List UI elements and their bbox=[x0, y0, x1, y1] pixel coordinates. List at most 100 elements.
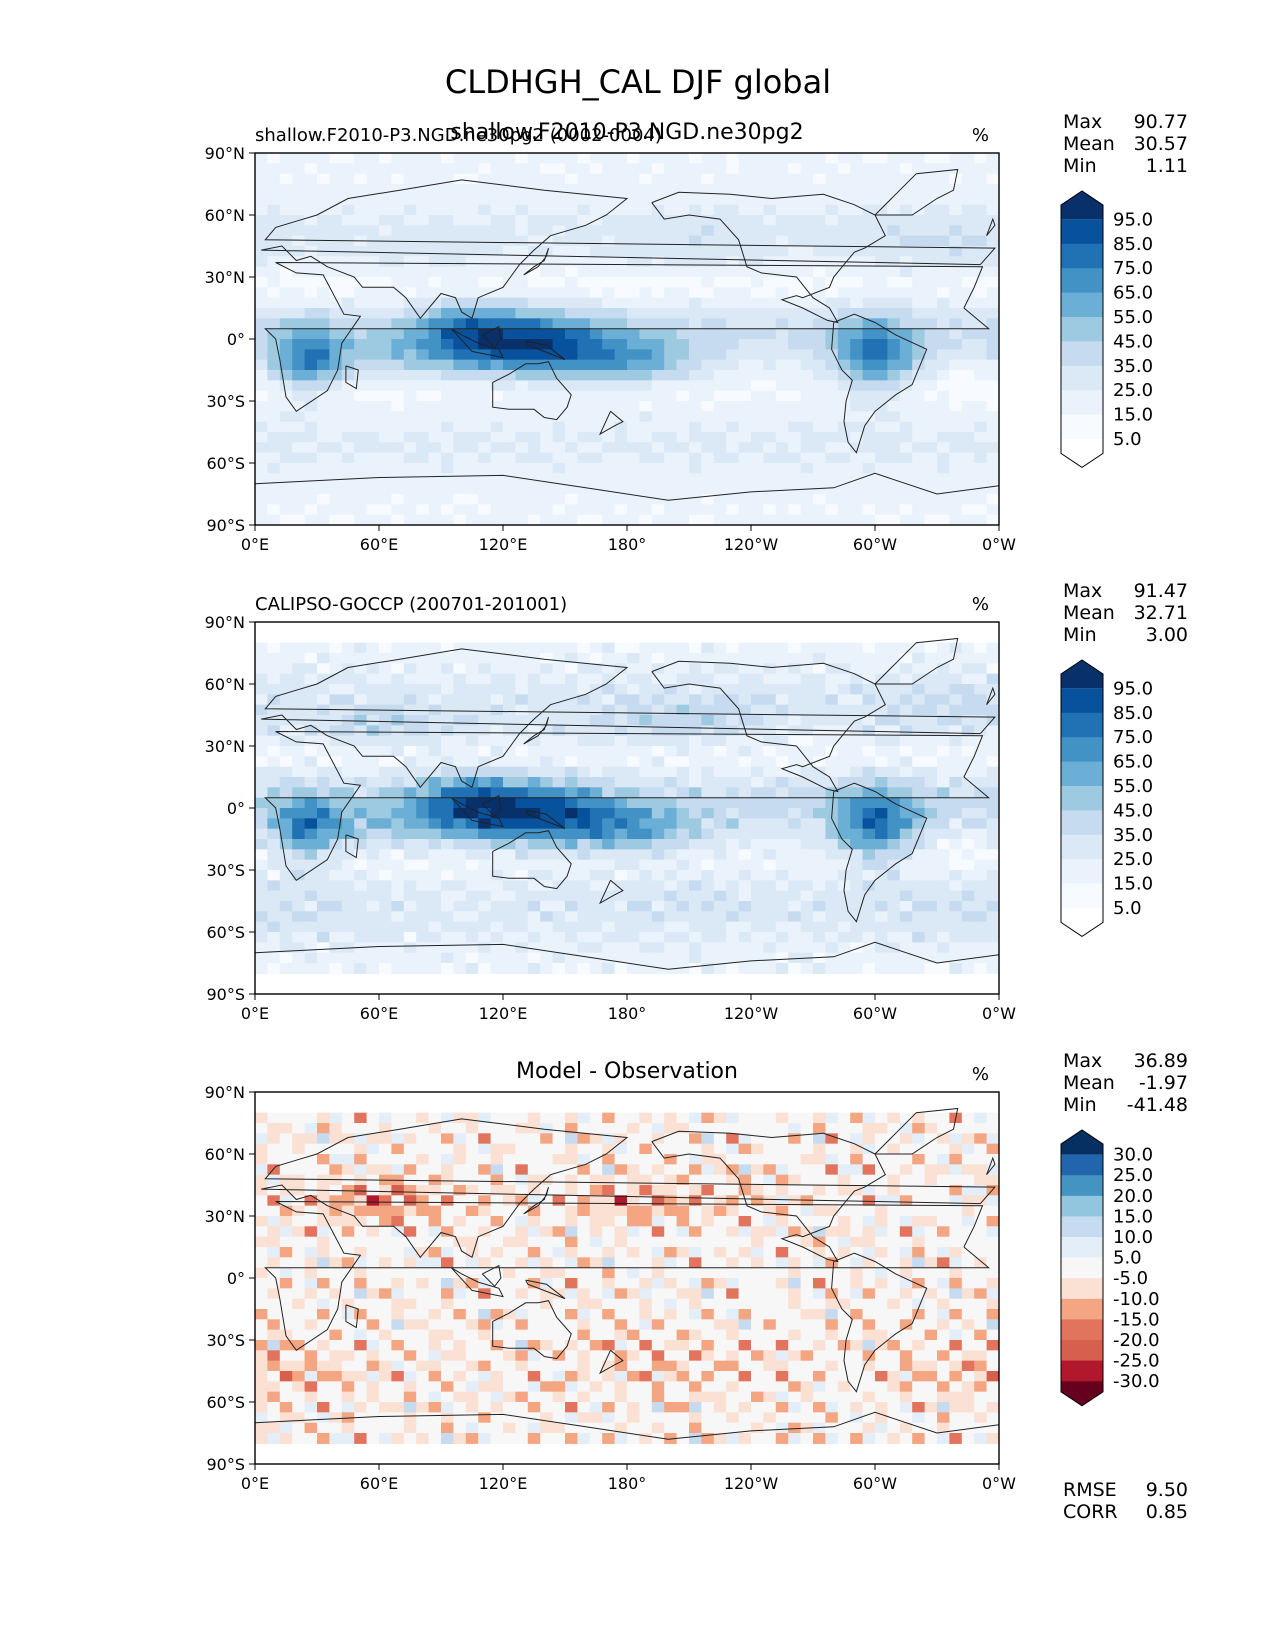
field-cell bbox=[651, 328, 665, 340]
field-cell bbox=[751, 287, 764, 299]
field-cell bbox=[862, 1123, 876, 1134]
field-cell bbox=[726, 828, 740, 840]
field-cell bbox=[602, 1154, 616, 1165]
field-cell bbox=[788, 932, 802, 943]
y-tick-label: 60°S bbox=[206, 454, 245, 473]
field-cell bbox=[565, 901, 578, 912]
field-cell bbox=[614, 849, 628, 861]
field-cell bbox=[465, 1143, 479, 1155]
field-cell bbox=[676, 184, 690, 195]
field-cell bbox=[974, 1164, 988, 1176]
field-cell bbox=[441, 839, 454, 850]
field-cell bbox=[825, 442, 839, 454]
field-cell bbox=[651, 735, 665, 747]
field-cell bbox=[416, 715, 430, 726]
field-cell bbox=[329, 401, 343, 412]
field-cell bbox=[887, 1226, 901, 1238]
field-cell bbox=[689, 901, 702, 912]
field-cell bbox=[614, 1154, 628, 1165]
field-cell bbox=[527, 870, 541, 881]
field-cell bbox=[713, 746, 727, 757]
field-cell bbox=[887, 870, 901, 881]
field-cell bbox=[614, 266, 628, 278]
field-cell bbox=[341, 287, 355, 299]
field-cell bbox=[974, 494, 988, 505]
field-cell bbox=[775, 1174, 789, 1186]
field-cell bbox=[751, 880, 764, 892]
field-cell bbox=[527, 452, 541, 464]
field-cell bbox=[354, 777, 368, 788]
y-tick-label: 90°S bbox=[206, 516, 245, 535]
field-cell bbox=[267, 359, 281, 371]
field-cell bbox=[503, 746, 516, 757]
field-cell bbox=[416, 673, 430, 685]
field-cell bbox=[317, 504, 330, 516]
field-cell bbox=[627, 153, 640, 164]
field-cell bbox=[490, 256, 504, 268]
field-cell bbox=[503, 1133, 516, 1145]
field-cell bbox=[478, 952, 492, 964]
field-cell bbox=[937, 235, 950, 247]
field-cell bbox=[627, 287, 640, 299]
field-cell bbox=[317, 1236, 330, 1248]
field-cell bbox=[974, 1195, 988, 1207]
field-cell bbox=[379, 963, 392, 974]
field-cell bbox=[974, 318, 988, 330]
field-cell bbox=[837, 777, 851, 788]
field-cell bbox=[751, 504, 764, 516]
field-cell bbox=[788, 401, 802, 412]
field-cell bbox=[912, 756, 926, 768]
field-cell bbox=[329, 452, 343, 464]
field-cell bbox=[441, 514, 454, 525]
colorbar-segment bbox=[1061, 859, 1103, 885]
field-cell bbox=[924, 504, 938, 516]
field-cell bbox=[366, 287, 380, 299]
field-cell bbox=[341, 642, 355, 654]
field-cell bbox=[627, 694, 640, 706]
field-cell bbox=[751, 1174, 764, 1186]
field-cell bbox=[428, 473, 442, 485]
field-cell bbox=[329, 1123, 343, 1134]
field-cell bbox=[974, 473, 988, 485]
field-cell bbox=[651, 911, 665, 923]
field-cell bbox=[515, 963, 529, 974]
field-cell bbox=[341, 504, 355, 516]
field-cell bbox=[317, 663, 330, 675]
field-cell bbox=[974, 859, 988, 871]
field-cell bbox=[676, 1164, 690, 1176]
field-cell bbox=[503, 756, 516, 768]
field-cell bbox=[279, 463, 293, 474]
field-cell bbox=[478, 880, 492, 892]
field-cell bbox=[974, 463, 988, 474]
field-cell bbox=[589, 256, 603, 268]
field-cell bbox=[763, 494, 777, 505]
field-cell bbox=[974, 1226, 988, 1238]
field-cell bbox=[304, 452, 318, 464]
field-cell bbox=[490, 452, 504, 464]
field-cell bbox=[602, 318, 616, 330]
field-cell bbox=[465, 673, 479, 685]
field-cell bbox=[478, 483, 492, 495]
field-cell bbox=[503, 370, 516, 381]
field-cell bbox=[837, 963, 851, 974]
field-cell bbox=[899, 849, 913, 861]
field-cell bbox=[713, 308, 727, 319]
field-cell bbox=[788, 942, 802, 954]
field-cell bbox=[540, 911, 554, 923]
field-cell bbox=[292, 818, 306, 830]
field-cell bbox=[478, 715, 492, 726]
field-cell bbox=[676, 256, 690, 268]
field-cell bbox=[974, 963, 988, 974]
field-cell bbox=[478, 1185, 492, 1196]
field-cell bbox=[837, 318, 851, 330]
field-cell bbox=[428, 390, 442, 402]
field-cell bbox=[986, 932, 999, 943]
field-cell bbox=[986, 308, 999, 319]
field-cell bbox=[552, 401, 566, 412]
field-cell bbox=[255, 225, 268, 237]
field-cell bbox=[279, 818, 293, 830]
field-cell bbox=[503, 1143, 516, 1155]
field-cell bbox=[775, 504, 789, 516]
field-cell bbox=[391, 359, 405, 371]
field-cell bbox=[589, 432, 603, 443]
